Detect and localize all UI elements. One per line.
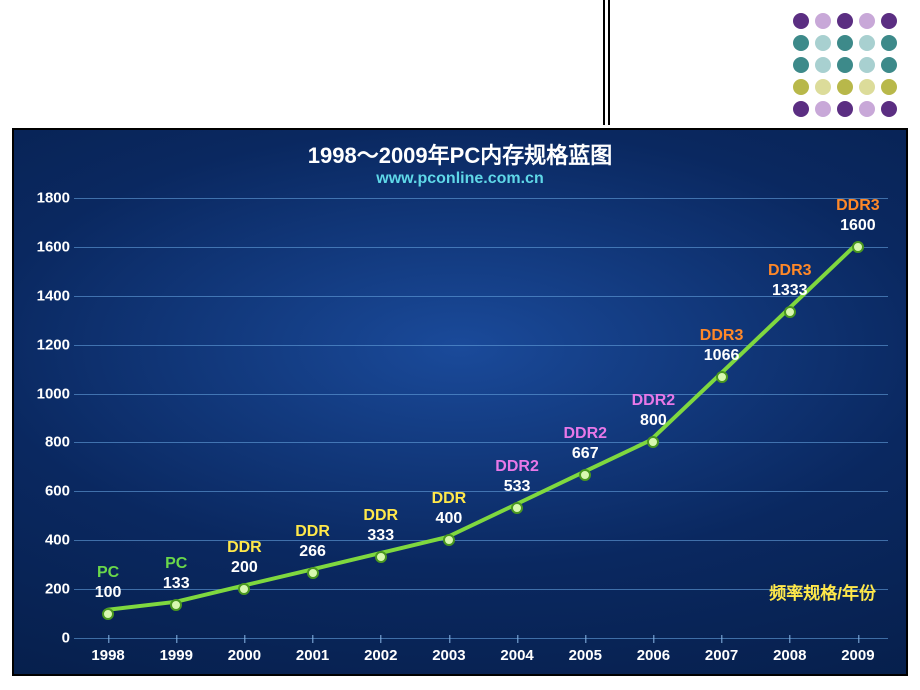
y-tick-label: 1600 [26,238,70,255]
type-label: DDR3 [700,327,744,345]
value-label: 667 [572,445,599,463]
deco-dot [837,13,853,29]
data-point [511,502,523,514]
deco-dot [881,101,897,117]
y-tick-label: 1000 [26,385,70,402]
data-point [852,241,864,253]
deco-dot [837,101,853,117]
y-tick-label: 600 [26,483,70,500]
type-label: DDR [295,523,330,541]
data-point [375,551,387,563]
x-tick-label: 2009 [841,647,874,664]
data-point [647,436,659,448]
chart-container: 1998～2009年PC内存规格蓝图 www.pconline.com.cn 0… [12,128,908,676]
data-point [443,534,455,546]
deco-dot [815,101,831,117]
type-label: DDR3 [768,262,812,280]
chart-subtitle: www.pconline.com.cn [14,170,906,188]
deco-dot [881,13,897,29]
x-tick-label: 2001 [296,647,329,664]
type-label: DDR [432,490,467,508]
value-label: 333 [367,527,394,545]
type-label: DDR [363,507,398,525]
value-label: 1333 [772,282,808,300]
deco-dot [859,79,875,95]
deco-dot [881,35,897,51]
deco-dot [859,101,875,117]
deco-dot [859,13,875,29]
value-label: 266 [299,543,326,561]
deco-dot [881,79,897,95]
deco-dot [815,57,831,73]
deco-dot [793,101,809,117]
deco-dot [837,57,853,73]
y-tick-label: 1400 [26,287,70,304]
data-point [307,567,319,579]
value-label: 133 [163,575,190,593]
decorative-dot-grid [790,10,900,120]
y-tick-label: 1200 [26,336,70,353]
deco-dot [793,13,809,29]
x-tick-label: 1999 [160,647,193,664]
value-label: 533 [504,478,531,496]
deco-dot [793,35,809,51]
type-label: DDR2 [632,392,676,410]
deco-dot [815,35,831,51]
deco-dot [881,57,897,73]
data-point [716,371,728,383]
type-label: DDR2 [495,458,539,476]
presentation-header-divider [603,0,610,125]
type-label: DDR3 [836,197,880,215]
x-tick-label: 2003 [432,647,465,664]
value-label: 200 [231,559,258,577]
x-tick-label: 2000 [228,647,261,664]
line-path [74,198,888,634]
x-axis: 1998 1999 2000 2001 2002 2003 2004 2005 2006 2007… [74,634,888,674]
data-point [170,599,182,611]
x-tick-label: 2002 [364,647,397,664]
type-label: DDR [227,539,262,557]
value-label: 1600 [840,217,876,235]
chart-title: 1998～2009年PC内存规格蓝图 [14,138,906,170]
y-tick-label: 0 [26,630,70,647]
data-point [102,608,114,620]
type-label: PC [97,564,119,582]
value-label: 100 [95,584,122,602]
data-point [784,306,796,318]
x-tick-label: 2005 [569,647,602,664]
x-tick-label: 1998 [91,647,124,664]
deco-dot [815,13,831,29]
data-point [238,583,250,595]
deco-dot [815,79,831,95]
value-label: 400 [436,510,463,528]
type-label: PC [165,555,187,573]
deco-dot [793,57,809,73]
x-tick-label: 2008 [773,647,806,664]
x-tick-label: 2006 [637,647,670,664]
value-label: 800 [640,412,667,430]
x-tick-label: 2004 [500,647,533,664]
deco-dot [837,79,853,95]
y-tick-label: 800 [26,434,70,451]
x-tick-label: 2007 [705,647,738,664]
deco-dot [793,79,809,95]
deco-dot [837,35,853,51]
deco-dot [859,57,875,73]
y-tick-label: 200 [26,581,70,598]
y-tick-label: 1800 [26,190,70,207]
chart-area: 1998～2009年PC内存规格蓝图 www.pconline.com.cn 0… [14,130,906,674]
type-label: DDR2 [563,425,607,443]
deco-dot [859,35,875,51]
plot-region: 020040060080010001200140016001800100PC13… [74,198,888,634]
y-tick-label: 400 [26,532,70,549]
data-point [579,469,591,481]
value-label: 1066 [704,347,740,365]
